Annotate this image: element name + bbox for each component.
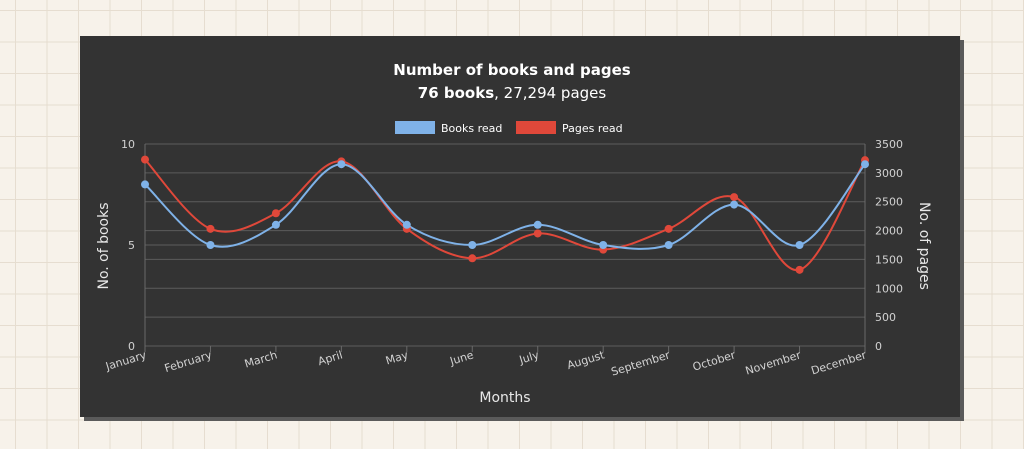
y-right-tick-label: 500 <box>875 311 896 324</box>
legend-item-pages-read[interactable]: Pages read <box>516 121 623 135</box>
chart-title: Number of books and pages <box>393 61 630 79</box>
x-tick-label: June <box>447 348 475 368</box>
y-right-tick-label: 2500 <box>875 196 903 209</box>
series-points <box>141 155 869 274</box>
x-tick-label: August <box>565 348 606 372</box>
data-point-pages-read[interactable] <box>468 254 477 263</box>
data-point-books-read[interactable] <box>141 180 149 189</box>
data-point-books-read[interactable] <box>664 241 673 249</box>
x-tick-label: January <box>103 348 148 373</box>
books-pages-chart: Number of books and pages 76 books, 27,2… <box>96 61 932 406</box>
series-line-pages-read <box>144 158 866 271</box>
data-point-pages-read[interactable] <box>664 224 673 233</box>
y-right-tick-label: 0 <box>875 340 882 353</box>
data-point-pages-read[interactable] <box>206 224 215 233</box>
x-tick-label: November <box>744 348 803 377</box>
data-point-pages-read[interactable] <box>271 209 280 218</box>
data-point-pages-read[interactable] <box>533 229 542 238</box>
x-tick-label: September <box>610 348 672 378</box>
x-tick-label: December <box>810 348 869 377</box>
y-right-tick-label: 1000 <box>875 282 903 295</box>
data-point-books-read[interactable] <box>337 160 346 169</box>
y-left-tick-label: 0 <box>128 340 135 353</box>
data-point-books-read[interactable] <box>271 220 280 229</box>
legend-label: Books read <box>441 122 502 135</box>
data-point-books-read[interactable] <box>599 241 608 249</box>
data-point-pages-read[interactable] <box>795 265 804 274</box>
data-point-books-read[interactable] <box>861 160 869 169</box>
data-point-books-read[interactable] <box>533 220 542 229</box>
data-point-pages-read[interactable] <box>730 193 739 202</box>
y-axis-right-title: No. of pages <box>916 202 932 290</box>
data-point-books-read[interactable] <box>402 220 411 229</box>
data-point-books-read[interactable] <box>468 241 477 249</box>
series-lines <box>144 158 866 271</box>
x-tick-label: July <box>517 348 541 367</box>
data-point-books-read[interactable] <box>206 241 215 249</box>
data-point-pages-read[interactable] <box>141 155 149 164</box>
y-right-tick-label: 1500 <box>875 253 903 266</box>
series-line-books-read <box>144 163 866 250</box>
y-right-tick-label: 3500 <box>875 138 903 151</box>
x-axis-title: Months <box>479 390 530 406</box>
y-left-tick-label: 5 <box>128 239 135 252</box>
grid <box>144 143 866 352</box>
axis-ticks: 0 5 10 0 500 1000 1500 2000 2500 3000 3500 January F… <box>103 138 903 379</box>
x-tick-label: October <box>691 348 737 373</box>
legend[interactable]: Books read Pages read <box>395 121 623 135</box>
y-left-tick-label: 10 <box>121 138 135 151</box>
legend-item-books-read[interactable]: Books read <box>395 121 502 135</box>
chart-subtitle-rest: , 27,294 pages <box>494 84 606 102</box>
y-right-tick-label: 3000 <box>875 167 903 180</box>
legend-label: Pages read <box>562 122 623 135</box>
x-tick-label: May <box>384 348 410 367</box>
legend-swatch <box>395 121 435 134</box>
chart-subtitle: 76 books, 27,294 pages <box>418 84 607 102</box>
y-right-tick-label: 2000 <box>875 225 903 238</box>
legend-swatch <box>516 121 556 134</box>
x-tick-label: February <box>163 348 214 375</box>
data-point-books-read[interactable] <box>795 241 804 249</box>
y-axis-left-title: No. of books <box>96 202 112 289</box>
x-tick-label: March <box>243 348 279 370</box>
chart-subtitle-bold: 76 books <box>418 84 494 102</box>
x-tick-label: April <box>316 348 344 368</box>
data-point-books-read[interactable] <box>730 200 739 209</box>
chart-card: Number of books and pages 76 books, 27,2… <box>80 36 960 417</box>
